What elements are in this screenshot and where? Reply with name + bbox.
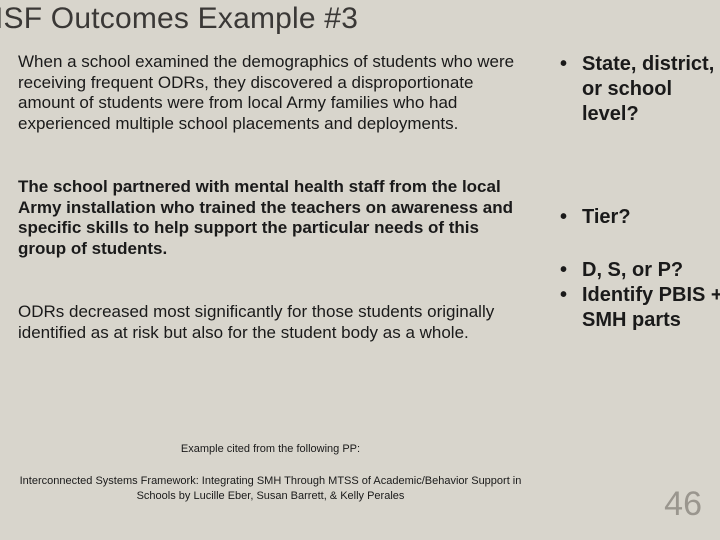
body-right-column: State, district, or school level? Tier? … bbox=[560, 52, 720, 333]
bullet-text: D, S, or P? bbox=[582, 259, 683, 281]
bullet-text: State, district, or school level? bbox=[582, 53, 714, 125]
body-left-column: When a school examined the demographics … bbox=[18, 52, 523, 385]
paragraph-3: ODRs decreased most significantly for th… bbox=[18, 302, 523, 343]
citation-block: Example cited from the following PP: Int… bbox=[18, 442, 523, 503]
bullet-item-2: Tier? bbox=[560, 205, 720, 230]
spacer bbox=[560, 127, 720, 205]
slide: ISF Outcomes Example #3 When a school ex… bbox=[0, 0, 720, 540]
bullet-list: Tier? bbox=[560, 205, 720, 230]
bullet-list: D, S, or P? Identify PBIS + SMH parts bbox=[560, 258, 720, 333]
citation-label: Example cited from the following PP: bbox=[18, 442, 523, 456]
paragraph-1: When a school examined the demographics … bbox=[18, 52, 523, 135]
slide-title: ISF Outcomes Example #3 bbox=[0, 2, 710, 36]
spacer bbox=[560, 230, 720, 258]
page-number: 46 bbox=[664, 485, 702, 524]
bullet-item-1: State, district, or school level? bbox=[560, 52, 720, 127]
bullet-item-4: Identify PBIS + SMH parts bbox=[560, 283, 720, 333]
bullet-item-3: D, S, or P? bbox=[560, 258, 720, 283]
bullet-list: State, district, or school level? bbox=[560, 52, 720, 127]
bullet-text: Tier? bbox=[582, 206, 631, 228]
paragraph-2: The school partnered with mental health … bbox=[18, 177, 523, 260]
bullet-text: Identify PBIS + SMH parts bbox=[582, 284, 720, 331]
citation-text: Interconnected Systems Framework: Integr… bbox=[18, 474, 523, 503]
